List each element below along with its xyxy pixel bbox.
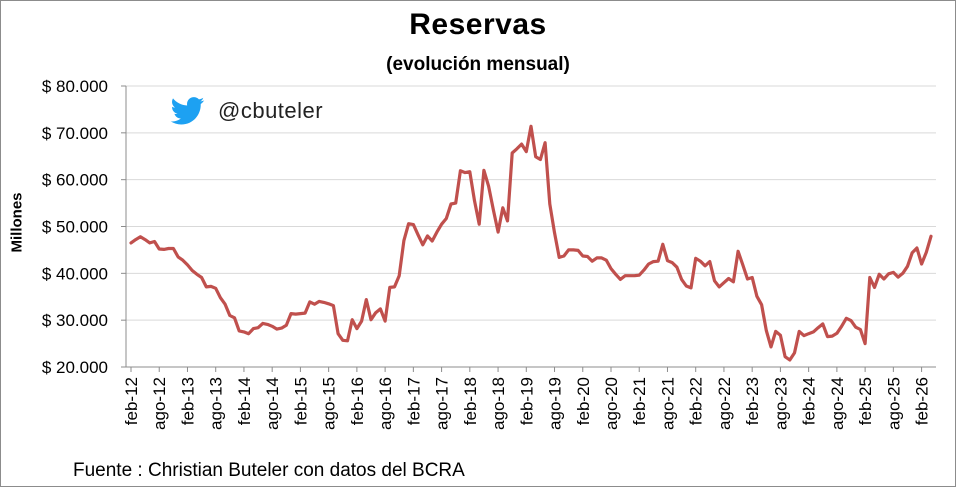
x-tick-label: ago-13 (207, 377, 226, 430)
series-line-reservas (129, 124, 933, 362)
x-tick-label: feb-26 (913, 377, 932, 425)
y-tick-label: $ 40.000 (42, 264, 108, 283)
x-tick-label: feb-17 (404, 377, 423, 425)
chart-title: Reservas (409, 8, 547, 41)
x-tick-label: ago-25 (884, 377, 903, 430)
x-tick-label: feb-18 (461, 377, 480, 425)
y-tick-labels: $ 20.000 $ 30.000 $ 40.000 $ 50.000 $ 60.000… (42, 77, 108, 377)
x-tick-label: feb-21 (630, 377, 649, 425)
x-tick-label: feb-14 (235, 377, 254, 425)
y-tick-label: $ 20.000 (42, 358, 108, 377)
y-tick-label: $ 50.000 (42, 218, 108, 237)
y-tick-label: $ 60.000 (42, 171, 108, 190)
x-tick-label: ago-15 (320, 377, 339, 430)
x-tick-label: ago-19 (546, 377, 565, 430)
x-tick-label: feb-15 (291, 377, 310, 425)
twitter-handle-text: @cbuteler (218, 98, 324, 123)
x-tick-label: ago-24 (828, 377, 847, 430)
source-note: Fuente : Christian Buteler con datos del… (73, 460, 465, 481)
x-tick-label: feb-22 (687, 377, 706, 425)
x-tick-label: ago-23 (771, 377, 790, 430)
y-tick-label: $ 30.000 (42, 311, 108, 330)
y-tick-label: $ 70.000 (42, 124, 108, 143)
x-tick-labels: feb-12 ago-12 feb-13 ago-13 feb-14 ago-14 feb-… (122, 367, 932, 430)
x-tick-label: ago-17 (433, 377, 452, 430)
x-tick-label: feb-25 (856, 377, 875, 425)
x-tick-label: feb-12 (122, 377, 141, 425)
x-tick-label: feb-13 (178, 377, 197, 425)
x-tick-label: ago-20 (602, 377, 621, 430)
x-tick-label: feb-23 (743, 377, 762, 425)
x-tick-label: ago-14 (263, 377, 282, 430)
x-tick-label: ago-18 (489, 377, 508, 430)
x-tick-label: ago-21 (658, 377, 677, 430)
x-tick-label: ago-22 (715, 377, 734, 430)
x-tick-label: feb-24 (800, 377, 819, 425)
y-tick-label: $ 80.000 (42, 77, 108, 96)
x-tick-label: ago-16 (376, 377, 395, 430)
chart-subtitle: (evolución mensual) (386, 54, 570, 75)
x-tick-label: ago-12 (150, 377, 169, 430)
x-tick-label: feb-16 (348, 377, 367, 425)
x-tick-label: feb-20 (574, 377, 593, 425)
x-tick-label: feb-19 (517, 377, 536, 425)
twitter-handle[interactable]: @cbuteler (168, 96, 323, 126)
gridlines (121, 85, 936, 368)
twitter-bird-icon (170, 97, 205, 125)
